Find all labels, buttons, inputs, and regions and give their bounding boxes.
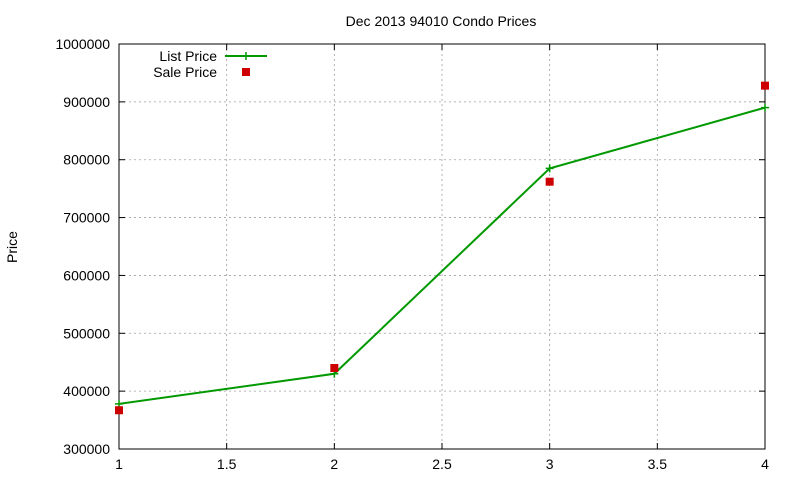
sale-price-series [115, 81, 769, 415]
x-tick-label: 2 [330, 456, 338, 472]
sale-price-point [115, 406, 123, 415]
tick-labels: 1 1.5 2 2.5 3 3.5 4 300000 400000 500000 600000 700… [55, 36, 769, 472]
sale-price-point [545, 177, 554, 186]
chart-title: Dec 2013 94010 Condo Prices [346, 13, 537, 29]
y-tick-label: 400000 [63, 383, 110, 399]
sale-price-point [330, 364, 339, 372]
y-tick-label: 1000000 [55, 36, 110, 52]
series [115, 81, 769, 415]
list-price-series [115, 103, 769, 408]
y-tick-label: 700000 [63, 210, 110, 226]
y-axis-label: Price [4, 231, 20, 263]
legend-item-sale-price: Sale Price [153, 64, 250, 80]
legend-label: Sale Price [153, 64, 217, 80]
y-tick-label: 300000 [63, 441, 110, 457]
axes [118, 43, 766, 450]
list-price-point [545, 164, 554, 173]
y-tick-label: 500000 [63, 325, 110, 341]
y-tick-label: 600000 [63, 267, 110, 283]
legend-item-list-price: List Price [159, 48, 267, 64]
x-tick-label: 3 [546, 456, 554, 472]
x-tick-label: 1 [115, 456, 123, 472]
y-tick-label: 800000 [63, 152, 110, 168]
x-tick-label: 3.5 [648, 456, 668, 472]
legend-swatch-marker [242, 68, 250, 76]
list-price-point [761, 103, 769, 112]
x-tick-label: 4 [761, 456, 769, 472]
legend-label: List Price [159, 48, 217, 64]
sale-price-point [761, 81, 769, 90]
y-tick-label: 900000 [63, 94, 110, 110]
legend-swatch-marker [242, 52, 250, 60]
x-tick-label: 2.5 [432, 456, 452, 472]
x-tick-label: 1.5 [217, 456, 237, 472]
list-price-line [118, 106, 766, 405]
